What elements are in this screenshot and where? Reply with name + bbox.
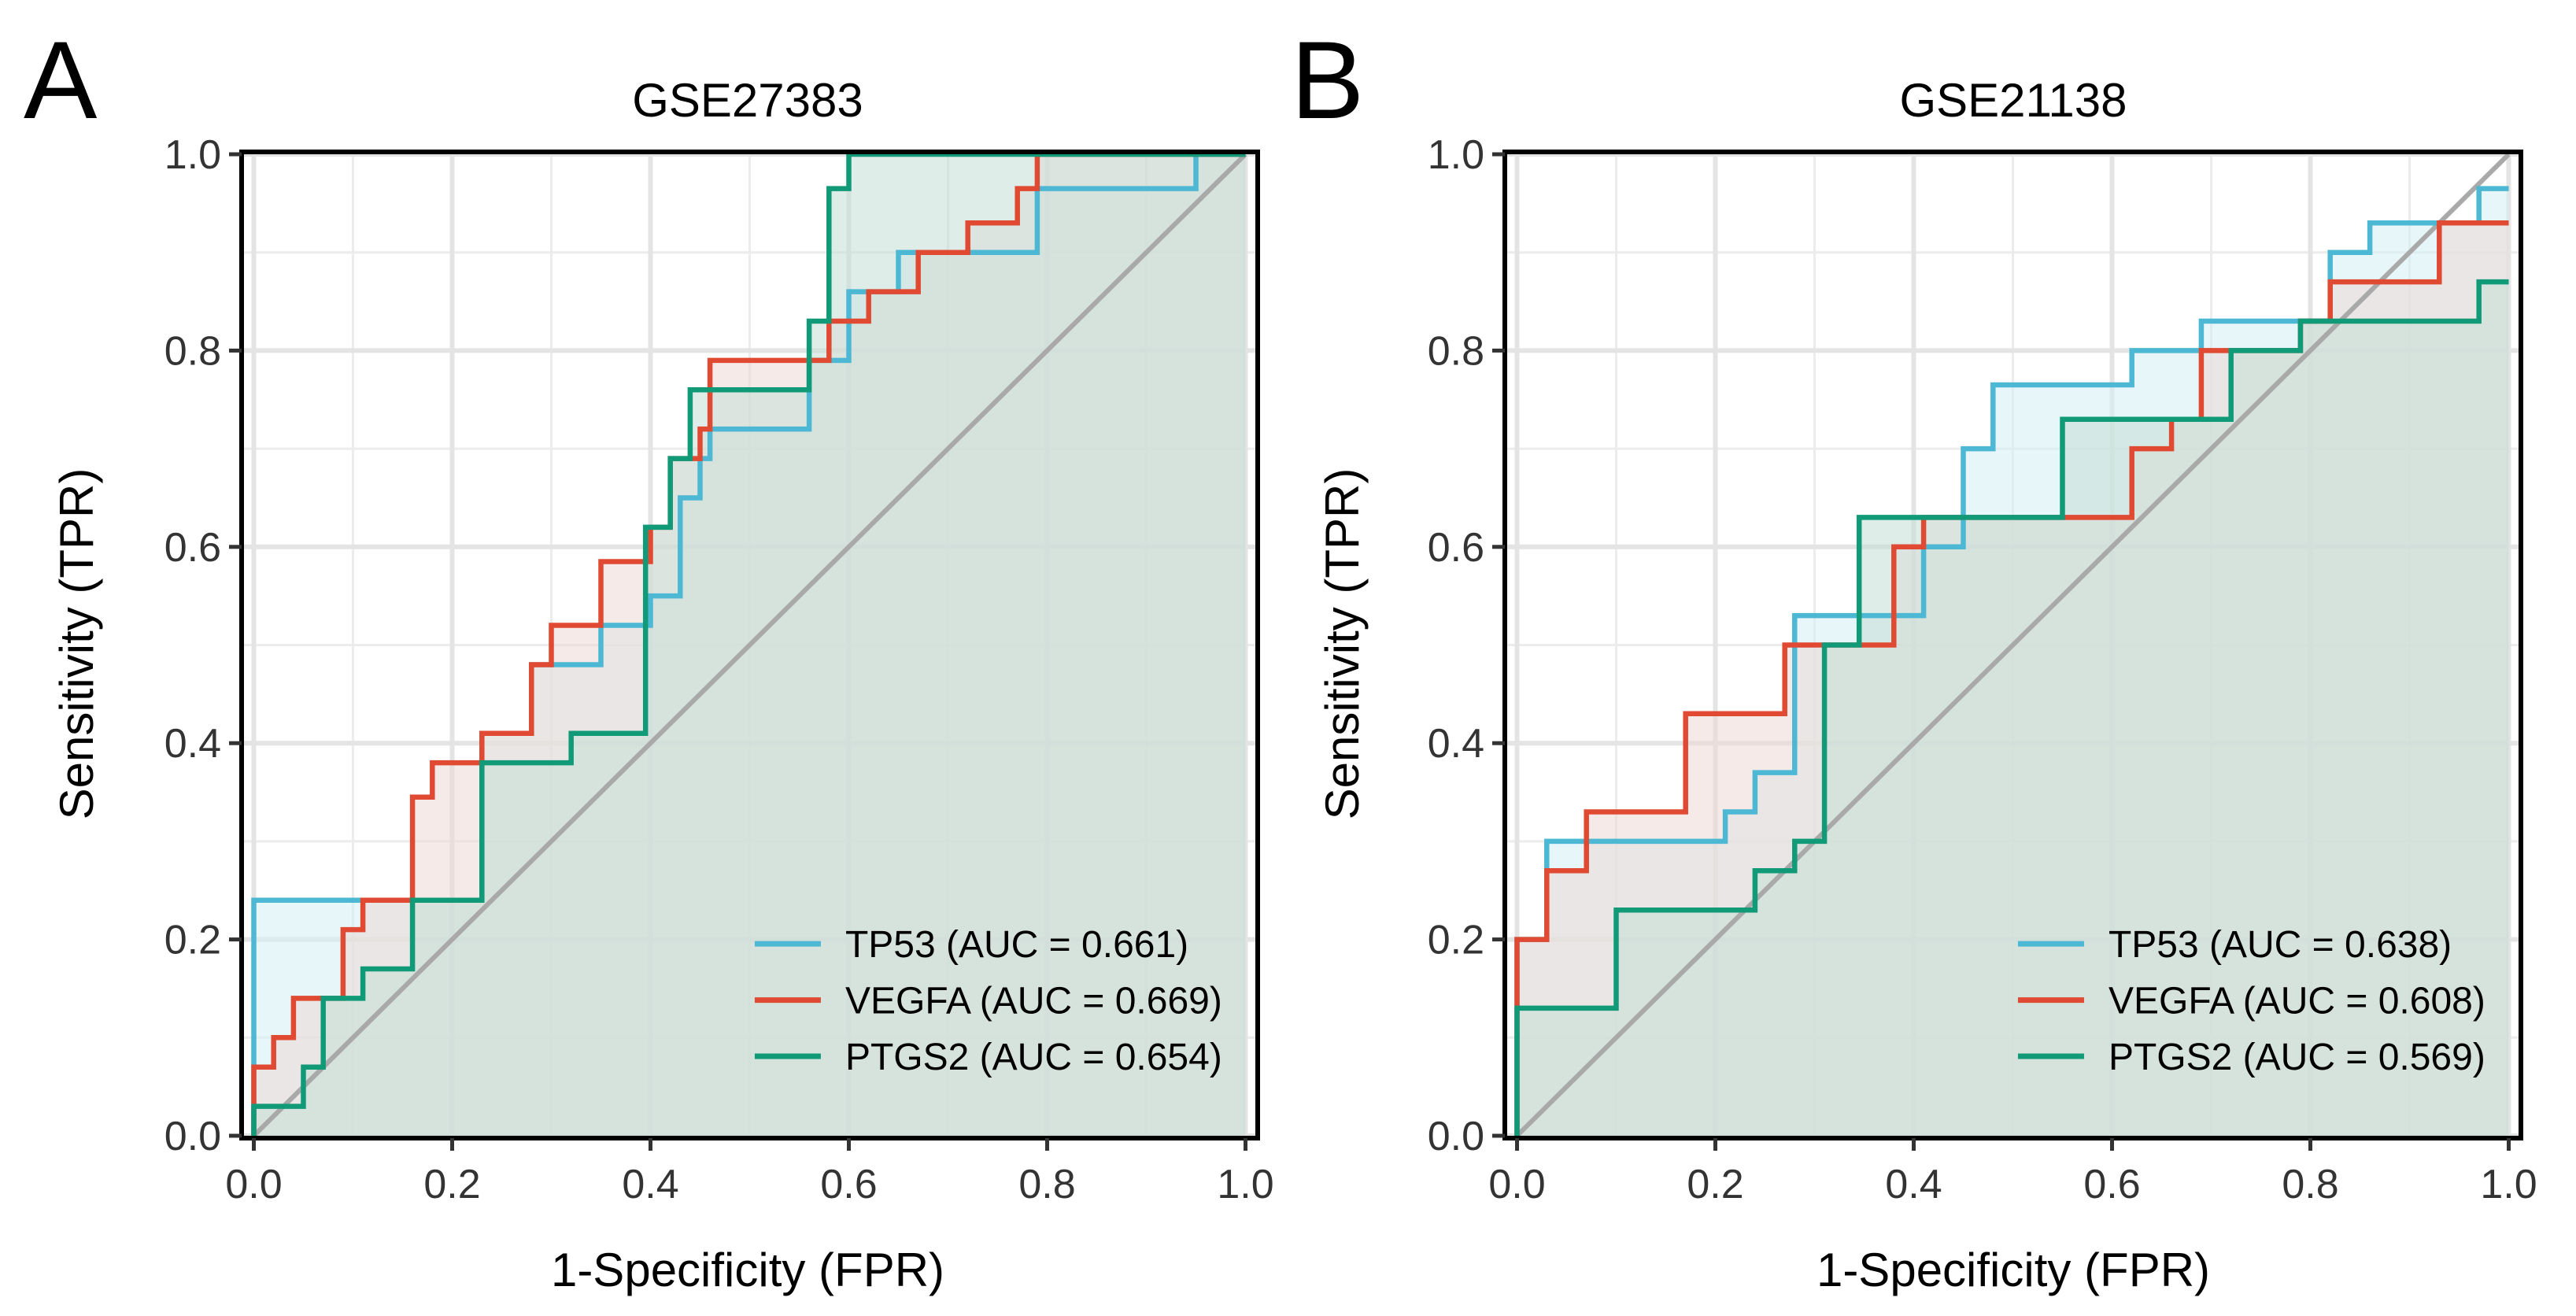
panel-a-x-axis-label: 1-Specificity (FPR) xyxy=(551,1244,944,1296)
panel-a-x-tick-label: 0.2 xyxy=(423,1162,480,1207)
panel-b-curves xyxy=(1514,152,2511,1138)
panel-b-y-tick-label: 0.2 xyxy=(1428,918,1484,963)
panel-a-y-tick-label: 0.8 xyxy=(164,328,221,374)
panel-a-x-tick-label: 0.0 xyxy=(225,1162,282,1207)
panel-a: A GSE27383 1-Specificity (FPR) Sensitivi… xyxy=(24,18,1274,1296)
panel-b-diagonal-reference-line xyxy=(1515,152,2511,1138)
panel-a-y-tick-label: 0.6 xyxy=(164,525,221,571)
panel-a-y-tick-label: 0.2 xyxy=(164,918,221,963)
panel-a-legend-label-vegfa: VEGFA (AUC = 0.669) xyxy=(845,981,1222,1022)
panel-a-legend-label-tp53: TP53 (AUC = 0.661) xyxy=(845,924,1188,966)
panel-label-a: A xyxy=(24,18,98,142)
panel-a-y-tick-label: 1.0 xyxy=(164,132,221,178)
panel-b-x-tick-label: 1.0 xyxy=(2480,1162,2537,1207)
panel-b-x-tick-label: 0.6 xyxy=(2083,1162,2140,1207)
panel-a-title: GSE27383 xyxy=(632,74,863,127)
panel-b-y-tick-label: 0.6 xyxy=(1428,525,1484,571)
panel-b-tp53-roc-line xyxy=(1514,186,2509,1136)
panel-a-y-axis-label: Sensitivity (TPR) xyxy=(50,468,103,820)
panel-b-legend: TP53 (AUC = 0.638) VEGFA (AUC = 0.608) PTG… xyxy=(2017,924,2485,1078)
panel-b-ptgs2-area xyxy=(1517,282,2509,1136)
panel-a-diagonal-reference-line xyxy=(252,152,1247,1138)
panel-a-y-tick-label: 0.4 xyxy=(164,721,221,767)
panel-a-border xyxy=(239,150,1260,1140)
panel-b-x-tick-label: 0.8 xyxy=(2282,1162,2338,1207)
panel-label-b: B xyxy=(1291,18,1364,142)
panel-b-legend-label-ptgs2: PTGS2 (AUC = 0.569) xyxy=(2108,1037,2485,1078)
panel-a-ptgs2-roc-line xyxy=(251,152,1246,1136)
panel-b-y-tick-label: 0.0 xyxy=(1428,1114,1484,1159)
panel-a-x-tick-label: 0.8 xyxy=(1018,1162,1075,1207)
panel-b-title: GSE21138 xyxy=(1899,74,2127,127)
panel-b-y-tick-label: 1.0 xyxy=(1428,132,1484,178)
panel-a-x-tick-label: 0.4 xyxy=(622,1162,678,1207)
panel-b-x-axis-label: 1-Specificity (FPR) xyxy=(1817,1244,2210,1296)
panel-b-x-tick-label: 0.2 xyxy=(1687,1162,1743,1207)
panel-a-x-tick-label: 1.0 xyxy=(1217,1162,1273,1207)
panel-b-y-tick-label: 0.8 xyxy=(1428,328,1484,374)
panel-b-legend-label-vegfa: VEGFA (AUC = 0.608) xyxy=(2108,981,2485,1022)
panel-b-border xyxy=(1502,150,2523,1140)
panel-b-y-tick-label: 0.4 xyxy=(1428,721,1484,767)
panel-b: B GSE21138 1-Specificity (FPR) Sensitivi… xyxy=(1291,18,2537,1296)
panel-b-x-tick-label: 0.0 xyxy=(1488,1162,1545,1207)
panel-a-legend: TP53 (AUC = 0.661) VEGFA (AUC = 0.669) PTG… xyxy=(754,924,1222,1078)
panel-b-ptgs2-roc-line xyxy=(1514,279,2509,1136)
panel-a-y-tick-label: 0.0 xyxy=(164,1114,221,1159)
panel-b-x-tick-label: 0.4 xyxy=(1885,1162,1942,1207)
panel-a-curves xyxy=(251,152,1247,1138)
panel-a-legend-label-ptgs2: PTGS2 (AUC = 0.654) xyxy=(845,1037,1222,1078)
panel-b-y-axis-label: Sensitivity (TPR) xyxy=(1316,468,1369,820)
panel-a-x-tick-label: 0.6 xyxy=(820,1162,877,1207)
panel-b-legend-label-tp53: TP53 (AUC = 0.638) xyxy=(2108,924,2452,966)
panel-a-vegfa-roc-line xyxy=(251,152,1246,1136)
